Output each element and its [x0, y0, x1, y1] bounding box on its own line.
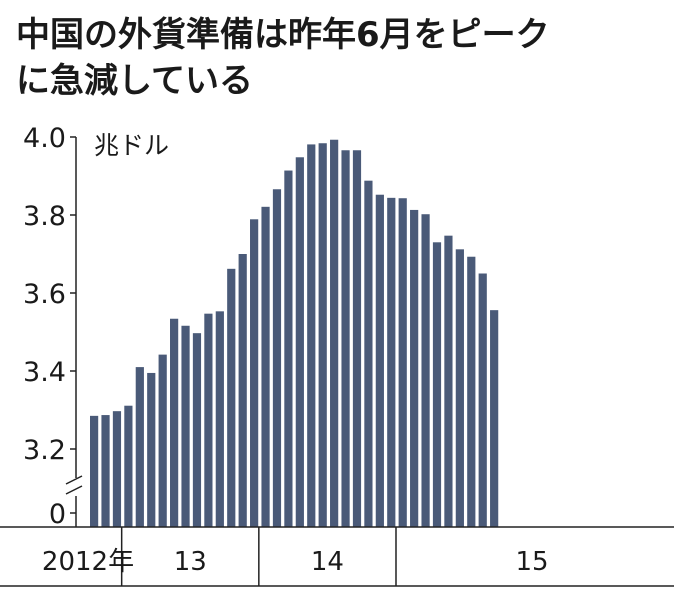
bar: [341, 150, 350, 527]
bar: [318, 143, 327, 528]
x-year-label: 14: [311, 547, 344, 577]
bar: [444, 235, 453, 528]
bar: [147, 372, 156, 527]
bar: [387, 197, 396, 527]
y-axis-unit-label: 兆ドル: [94, 131, 169, 160]
bar: [112, 411, 122, 527]
bar: [478, 273, 487, 527]
bar: [238, 254, 247, 527]
bar: [250, 219, 259, 528]
bar: [375, 194, 384, 527]
bar: [432, 242, 442, 528]
bar: [170, 318, 179, 527]
bar: [135, 367, 144, 527]
y-tick-label: 3.2: [23, 435, 66, 466]
bar-series: [90, 139, 499, 528]
bar: [272, 189, 282, 527]
y-tick-label: 0: [49, 499, 66, 530]
bar: [192, 333, 202, 527]
bar: [364, 180, 373, 527]
bar: [455, 249, 464, 527]
bar: [261, 206, 270, 527]
bar: [227, 268, 236, 527]
bar: [204, 313, 213, 527]
bar: [490, 310, 499, 527]
bar: [398, 198, 407, 528]
bar: [410, 209, 419, 527]
y-tick-label: 3.8: [23, 201, 66, 232]
y-axis: 4.0 3.8 3.6 3.4 3.2 0: [23, 123, 83, 530]
x-year-label: 13: [174, 547, 207, 577]
x-year-label: 2012年: [42, 547, 134, 577]
bar: [90, 415, 99, 527]
bar: [181, 325, 190, 527]
bar: [307, 144, 316, 527]
y-tick-label: 3.6: [23, 279, 66, 310]
x-axis: 2012年 13 14 15: [0, 526, 674, 587]
y-tick-label: 4.0: [23, 123, 66, 154]
bar: [215, 311, 224, 527]
x-year-label: 15: [515, 547, 548, 577]
bar: [124, 405, 133, 527]
axis-break-mark: [65, 485, 83, 495]
y-tick-label: 3.4: [23, 357, 66, 388]
bar: [352, 150, 362, 527]
bar: [330, 139, 339, 528]
bar: [101, 415, 110, 527]
axis-break-mark: [65, 475, 83, 485]
bar: [421, 214, 430, 527]
chart-title-line2: に急減している: [16, 61, 253, 101]
chart-title-line1: 中国の外貨準備は昨年6月をピーク: [16, 15, 550, 55]
bar: [295, 157, 304, 527]
bar: [158, 354, 167, 527]
bar: [284, 170, 293, 528]
bar: [467, 256, 476, 527]
